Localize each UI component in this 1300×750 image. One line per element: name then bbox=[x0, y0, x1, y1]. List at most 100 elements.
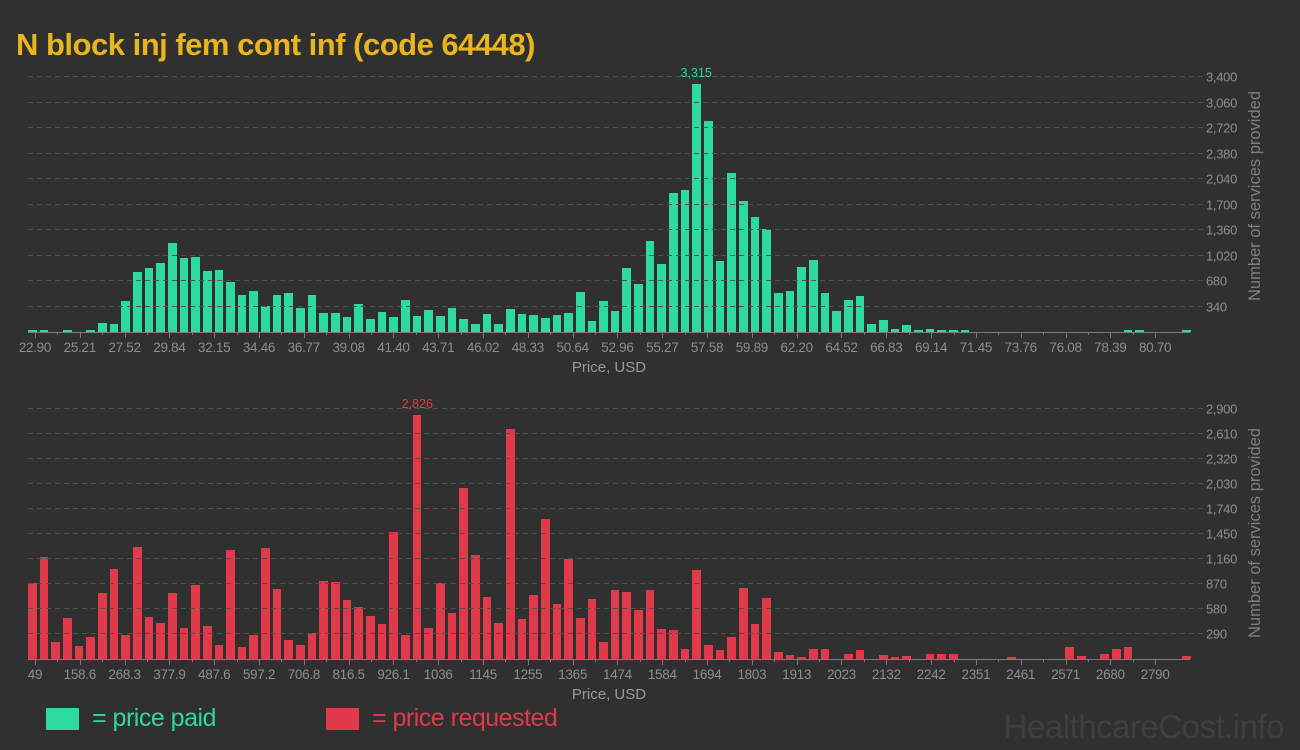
x-tick-label: 487.6 bbox=[198, 667, 231, 682]
axis-tick bbox=[819, 332, 821, 335]
x-tick-label: 2023 bbox=[827, 667, 856, 682]
histogram-bar bbox=[132, 272, 142, 332]
site-watermark: HealthcareCost.info bbox=[1003, 708, 1285, 745]
y-tick-label: 1,450 bbox=[1206, 526, 1238, 542]
x-tick-label: 57.58 bbox=[690, 340, 724, 355]
axis-tick bbox=[908, 332, 910, 335]
histogram-bar bbox=[296, 308, 305, 332]
axis-tick bbox=[841, 659, 843, 665]
histogram-bar bbox=[855, 650, 865, 659]
histogram-bar bbox=[529, 595, 538, 659]
axis-tick bbox=[819, 659, 821, 662]
histogram-bar bbox=[447, 613, 457, 659]
histogram-bar bbox=[505, 429, 515, 659]
histogram-bar bbox=[680, 190, 690, 332]
histogram-bar bbox=[610, 311, 620, 332]
axis-tick bbox=[1065, 332, 1067, 338]
histogram-bar bbox=[319, 581, 329, 659]
axis-tick bbox=[505, 332, 507, 335]
histogram-bar bbox=[389, 317, 398, 332]
histogram-bar bbox=[237, 295, 247, 332]
x-tick-label: 1474 bbox=[603, 667, 632, 682]
axis-tick bbox=[505, 659, 507, 662]
histogram-bar bbox=[937, 654, 946, 659]
x-tick-label: 50.64 bbox=[556, 340, 589, 355]
x-tick-label: 2132 bbox=[871, 667, 901, 682]
histogram-bar bbox=[552, 604, 562, 659]
histogram-bar bbox=[517, 619, 527, 659]
axis-tick bbox=[124, 332, 126, 338]
histogram-bar bbox=[261, 548, 270, 659]
axis-tick bbox=[348, 332, 350, 338]
axis-tick bbox=[662, 332, 664, 338]
histogram-bar bbox=[62, 330, 72, 332]
histogram-bar bbox=[1100, 654, 1110, 659]
axis-tick bbox=[662, 659, 664, 665]
histogram-bar bbox=[575, 292, 585, 332]
gridline bbox=[28, 203, 1204, 205]
price-paid-plot: Number of services provided 340 680 1,020 1… bbox=[28, 60, 1264, 338]
gridline bbox=[28, 532, 1204, 534]
gridline bbox=[28, 457, 1204, 459]
histogram-bar bbox=[715, 261, 725, 332]
histogram-bar bbox=[750, 624, 760, 659]
axis-tick bbox=[1087, 332, 1089, 335]
axis-tick bbox=[1020, 659, 1022, 665]
x-tick-label: 158.6 bbox=[63, 667, 97, 682]
x-tick-label: 59.89 bbox=[735, 340, 769, 355]
histogram-bar bbox=[669, 630, 678, 659]
histogram-bar bbox=[28, 330, 37, 332]
histogram-bar bbox=[435, 316, 445, 332]
histogram-bar bbox=[156, 623, 165, 659]
histogram-bar bbox=[202, 626, 212, 659]
x-tick-label: 1584 bbox=[647, 667, 677, 682]
legend: = price paid = price requested bbox=[46, 704, 558, 733]
axis-tick bbox=[953, 659, 955, 662]
histogram-bar bbox=[354, 304, 364, 332]
axis-tick bbox=[393, 659, 395, 665]
histogram-bar bbox=[843, 654, 853, 659]
gridline bbox=[28, 557, 1204, 559]
histogram-bar bbox=[645, 590, 655, 659]
y-tick-label: 290 bbox=[1206, 626, 1227, 642]
histogram-bar bbox=[342, 317, 352, 332]
x-tick-label: 597.2 bbox=[242, 667, 276, 682]
axis-tick bbox=[595, 659, 597, 662]
histogram-bar bbox=[296, 645, 305, 659]
axis-tick bbox=[191, 659, 193, 662]
y-tick-label: 2,720 bbox=[1206, 120, 1238, 136]
gridline bbox=[28, 407, 1204, 409]
axis-tick bbox=[886, 659, 888, 665]
price-requested-label: = price requested bbox=[371, 704, 558, 732]
histogram-bar bbox=[284, 640, 294, 659]
histogram-bar bbox=[1135, 330, 1144, 332]
histogram-bar bbox=[249, 635, 259, 659]
price-requested-x-labels: 49 158.6 268.3 377.9 487.6 597.2 706.8 816.5 926… bbox=[28, 667, 1190, 685]
gridline bbox=[28, 76, 1204, 78]
histogram-bar bbox=[39, 330, 49, 332]
axis-tick bbox=[639, 659, 641, 662]
axis-tick bbox=[975, 659, 977, 665]
histogram-bar bbox=[564, 559, 573, 659]
axis-tick bbox=[1020, 332, 1022, 338]
histogram-bar bbox=[482, 314, 492, 332]
histogram-bar bbox=[599, 642, 608, 659]
axis-tick bbox=[169, 332, 171, 338]
x-tick-label: 49 bbox=[27, 667, 43, 682]
axis-tick bbox=[1155, 659, 1157, 665]
axis-tick bbox=[438, 659, 440, 665]
histogram-bar bbox=[599, 301, 608, 332]
gridline bbox=[28, 507, 1204, 509]
axis-tick bbox=[1155, 332, 1157, 338]
histogram-bar bbox=[704, 645, 713, 659]
legend-item-price-requested: = price requested bbox=[325, 704, 558, 733]
y-tick-label: 1,360 bbox=[1206, 222, 1238, 238]
axis-tick bbox=[483, 659, 485, 665]
histogram-bar bbox=[704, 121, 713, 332]
histogram-bar bbox=[902, 325, 911, 332]
axis-tick bbox=[975, 332, 977, 338]
price-requested-bars bbox=[28, 406, 1191, 659]
axis-tick bbox=[1087, 659, 1089, 662]
histogram-bar bbox=[214, 645, 224, 659]
histogram-bar bbox=[167, 593, 177, 659]
